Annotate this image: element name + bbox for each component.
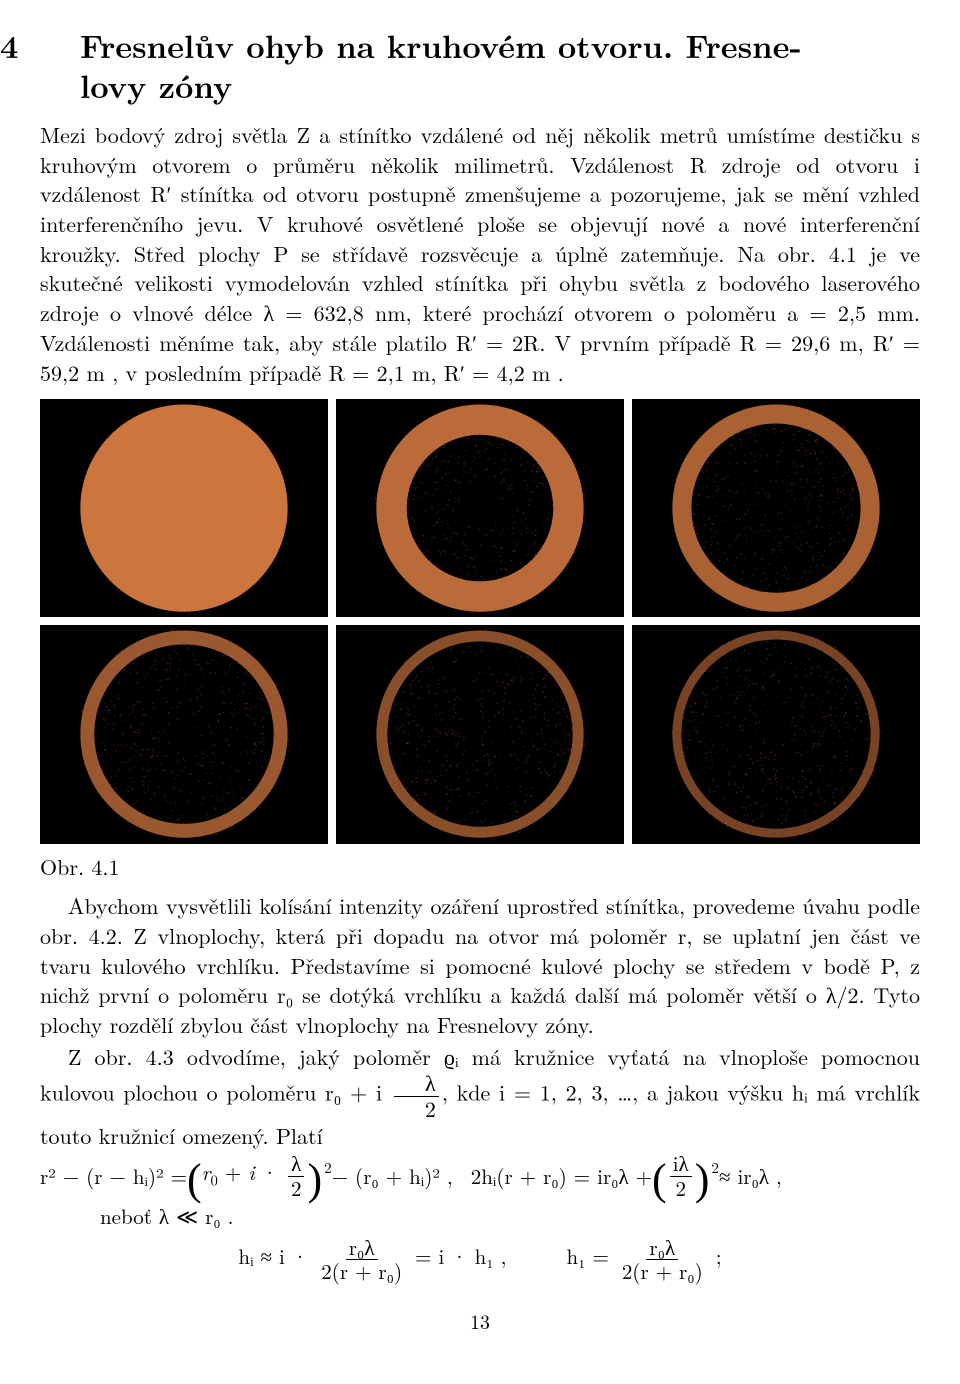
nebot-line: neboť λ ≪ r₀ .: [100, 1202, 920, 1230]
section-number: 4: [40, 26, 80, 66]
diffraction-tile-3: [632, 399, 920, 617]
frac-lambda-2: λ 2: [394, 1071, 439, 1120]
sup-2b: 2: [711, 1158, 719, 1178]
frac-r0lambda-2: r₀λ 2(r + r₀): [619, 1236, 706, 1283]
page-number: 13: [40, 1307, 920, 1334]
paragraph-2: Abychom vysvětlili kolísání intenzity oz…: [40, 891, 920, 1039]
figure-row-1: [40, 399, 920, 617]
section-title-1: Fresnelův ohyb na kruhovém otvoru. Fresn…: [80, 23, 802, 68]
diffraction-tile-2: [336, 399, 624, 617]
eq1-mid: − (r₀ + hᵢ)² ,: [332, 1162, 453, 1190]
equation-line-1: r² − (r − hᵢ)² = ( r0 + i · λ 2 )2 − (r₀…: [40, 1152, 920, 1199]
diffraction-svg-6: [632, 625, 920, 843]
frac-lambda-2b: λ 2: [288, 1152, 305, 1199]
frac-ilambda-2: iλ 2: [670, 1152, 692, 1199]
paragraph-3: Z obr. 4.3 odvodíme, jaký poloměr ϱᵢ má …: [40, 1042, 920, 1151]
figure-label: Obr. 4.1: [40, 852, 920, 882]
paragraph-1: Mezi bodový zdroj světla Z a stínítko vz…: [40, 120, 920, 387]
sup-2a: 2: [324, 1158, 332, 1178]
diffraction-svg-2: [336, 399, 624, 617]
eq-h1: h₁ = r₀λ 2(r + r₀) ;: [566, 1236, 721, 1283]
eq1-r2: ≈ ir₀λ ,: [719, 1162, 782, 1190]
section-title-2: lovy zóny: [80, 63, 232, 108]
diffraction-svg-5: [336, 625, 624, 843]
eq1-r1: 2hᵢ(r + r₀) = ir₀λ +: [471, 1162, 652, 1190]
diffraction-svg-4: [40, 625, 328, 843]
figure-4-1: [40, 399, 920, 843]
diffraction-tile-6: [632, 625, 920, 843]
diffraction-svg-1: [40, 399, 328, 617]
diffraction-svg-3: [632, 399, 920, 617]
frac-r0lambda-1: r₀λ 2(r + r₀): [318, 1236, 405, 1283]
eq1-left: r² − (r − hᵢ)² =: [40, 1162, 187, 1190]
diffraction-tile-5: [336, 625, 624, 843]
diffraction-tile-1: [40, 399, 328, 617]
diffraction-tile-4: [40, 625, 328, 843]
equation-block: r² − (r − hᵢ)² = ( r0 + i · λ 2 )2 − (r₀…: [40, 1152, 920, 1283]
eq1-inner: r0 + i · λ 2: [202, 1152, 308, 1199]
section-heading: 4Fresnelův ohyb na kruhovém otvoru. Fres…: [40, 26, 920, 106]
figure-row-2: [40, 625, 920, 843]
equation-line-2: hᵢ ≈ i · r₀λ 2(r + r₀) = i · h₁ , h₁ = r…: [40, 1236, 920, 1283]
eq-hi: hᵢ ≈ i · r₀λ 2(r + r₀) = i · h₁ ,: [238, 1236, 506, 1283]
